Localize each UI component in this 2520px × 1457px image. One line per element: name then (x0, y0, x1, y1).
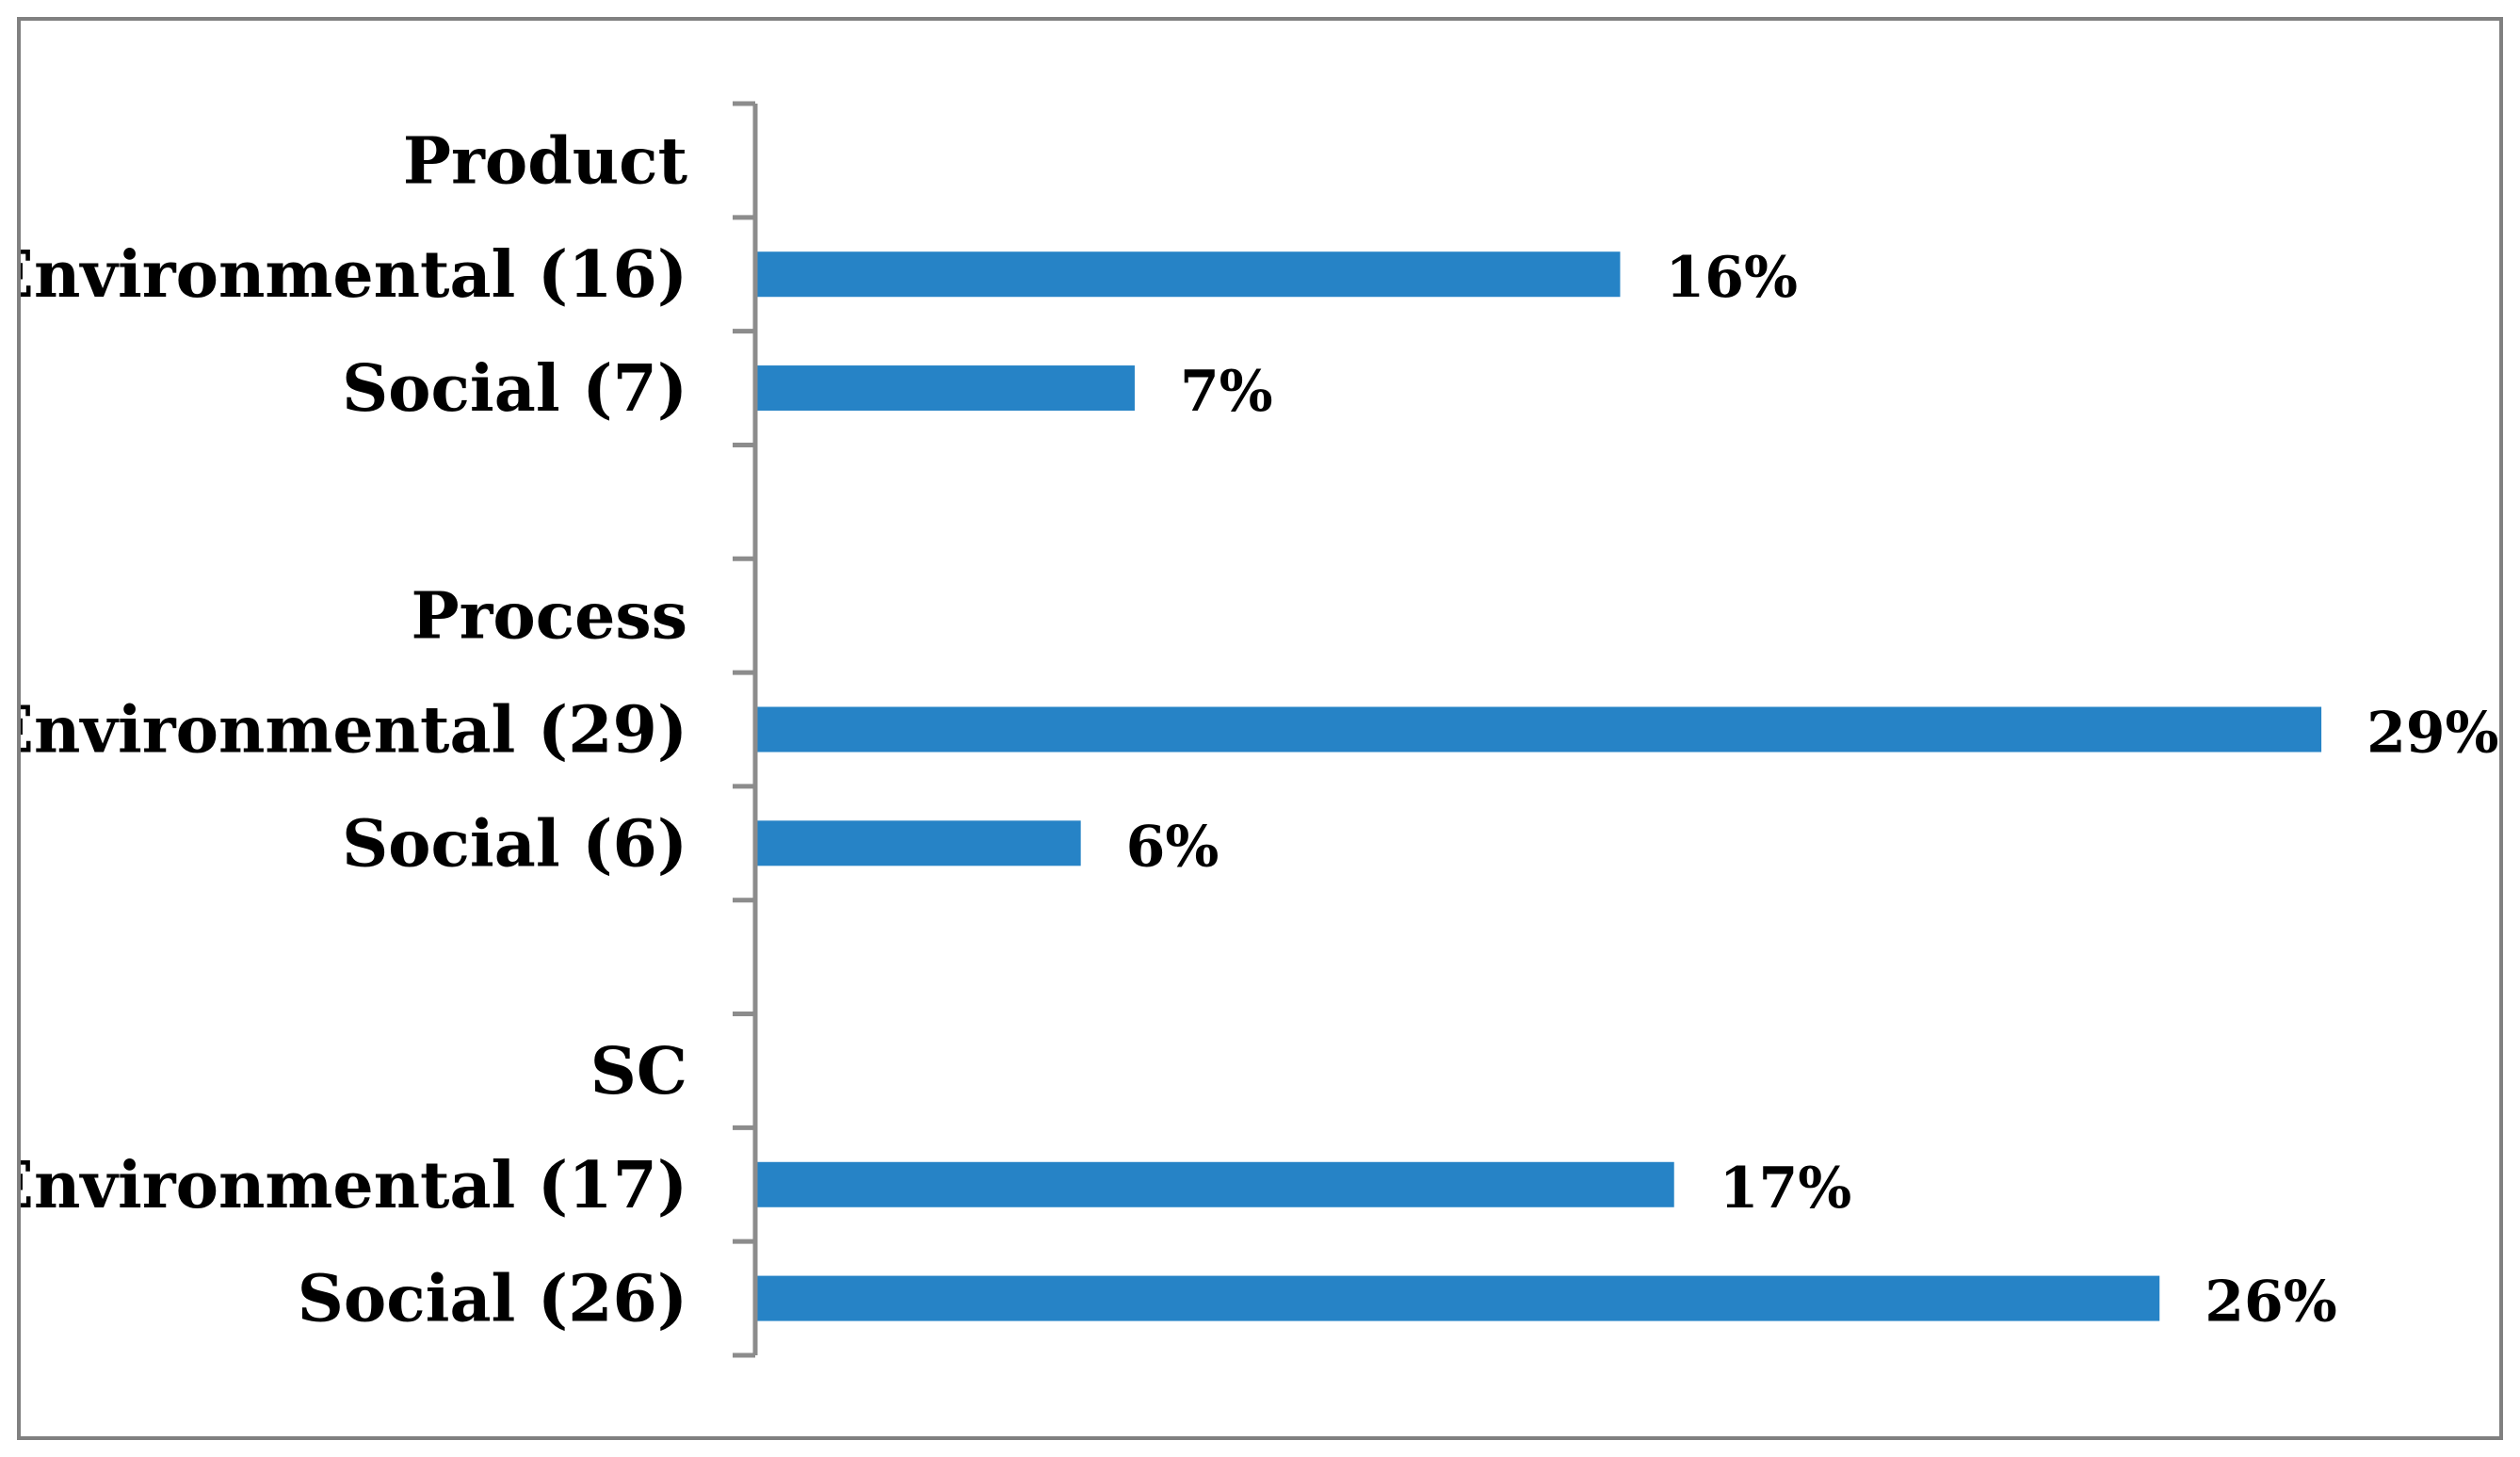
category-label: Product (403, 123, 688, 199)
data-label: 29% (2367, 701, 2499, 767)
data-label: 17% (1720, 1156, 1852, 1222)
category-label: Social (7) (342, 351, 687, 427)
bar (757, 706, 2322, 753)
bar (757, 1161, 1674, 1207)
bars-layer (757, 251, 2322, 1321)
category-label: Process (411, 579, 687, 655)
y-axis (733, 101, 758, 1358)
data-label: 26% (2205, 1270, 2337, 1336)
category-labels: Product Environmental (16) Social (7) Proce… (21, 123, 688, 1336)
bar (757, 365, 1135, 412)
data-label: 16% (1665, 245, 1798, 311)
category-label: Environmental (16) (21, 237, 687, 313)
category-label: Environmental (29) (21, 693, 687, 769)
category-label: Environmental (17) (21, 1148, 687, 1223)
bar (757, 820, 1081, 866)
data-label: 7% (1180, 359, 1273, 425)
chart-frame: Product Environmental (16) Social (7) Proce… (17, 17, 2503, 1440)
data-label: 6% (1126, 814, 1220, 880)
bar (757, 1275, 2160, 1321)
bar (757, 251, 1621, 298)
category-label: Social (26) (298, 1262, 687, 1337)
bar-chart: Product Environmental (16) Social (7) Proce… (21, 101, 2499, 1358)
value-labels: 16% 7% 29% 6% 17% 26% (1126, 245, 2499, 1335)
category-label: SC (590, 1034, 687, 1109)
category-label: Social (6) (342, 806, 687, 882)
